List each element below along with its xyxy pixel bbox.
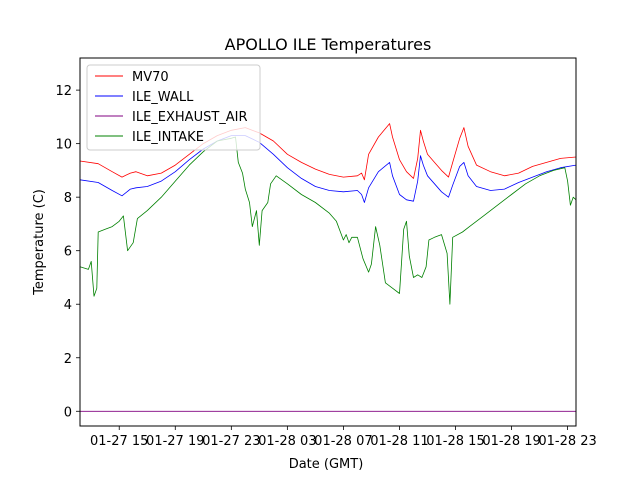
x-tick-label: 01-27 19 bbox=[146, 434, 204, 449]
y-axis-label: Temperature (C) bbox=[32, 189, 47, 296]
legend-label: ILE_EXHAUST_AIR bbox=[132, 110, 248, 125]
legend-label: ILE_WALL bbox=[132, 90, 194, 105]
legend-label: MV70 bbox=[132, 70, 169, 85]
x-tick-label: 01-27 23 bbox=[202, 434, 260, 449]
series-line-ile-wall bbox=[79, 135, 577, 203]
x-tick-label: 01-28 11 bbox=[370, 434, 428, 449]
x-tick-label: 01-27 15 bbox=[90, 434, 148, 449]
plot-area-frame bbox=[79, 57, 577, 427]
x-tick-label: 01-28 15 bbox=[426, 434, 484, 449]
x-tick-label: 01-28 03 bbox=[258, 434, 316, 449]
legend-box bbox=[86, 64, 261, 151]
x-tick-label: 01-28 23 bbox=[538, 434, 596, 449]
x-tick-label: 01-28 19 bbox=[482, 434, 540, 449]
y-tick-label: 0 bbox=[64, 405, 72, 420]
series-line-mv70 bbox=[79, 123, 577, 181]
y-axis-ticks: 0 2 4 6 8 10 12 bbox=[55, 84, 80, 420]
series-line-ile-intake bbox=[79, 136, 577, 305]
chart-title: APOLLO ILE Temperatures bbox=[225, 35, 432, 54]
y-tick-label: 12 bbox=[55, 84, 72, 99]
legend: MV70 ILE_WALL ILE_EXHAUST_AIR ILE_INTAKE bbox=[86, 64, 261, 151]
y-tick-label: 10 bbox=[55, 138, 72, 153]
y-tick-label: 4 bbox=[64, 298, 72, 313]
y-tick-label: 2 bbox=[64, 352, 72, 367]
x-axis-label: Date (GMT) bbox=[289, 457, 364, 472]
plot-series-group bbox=[79, 123, 577, 412]
y-tick-label: 6 bbox=[64, 245, 72, 260]
y-tick-label: 8 bbox=[64, 191, 72, 206]
x-tick-label: 01-28 07 bbox=[314, 434, 372, 449]
legend-label: ILE_INTAKE bbox=[132, 130, 204, 145]
